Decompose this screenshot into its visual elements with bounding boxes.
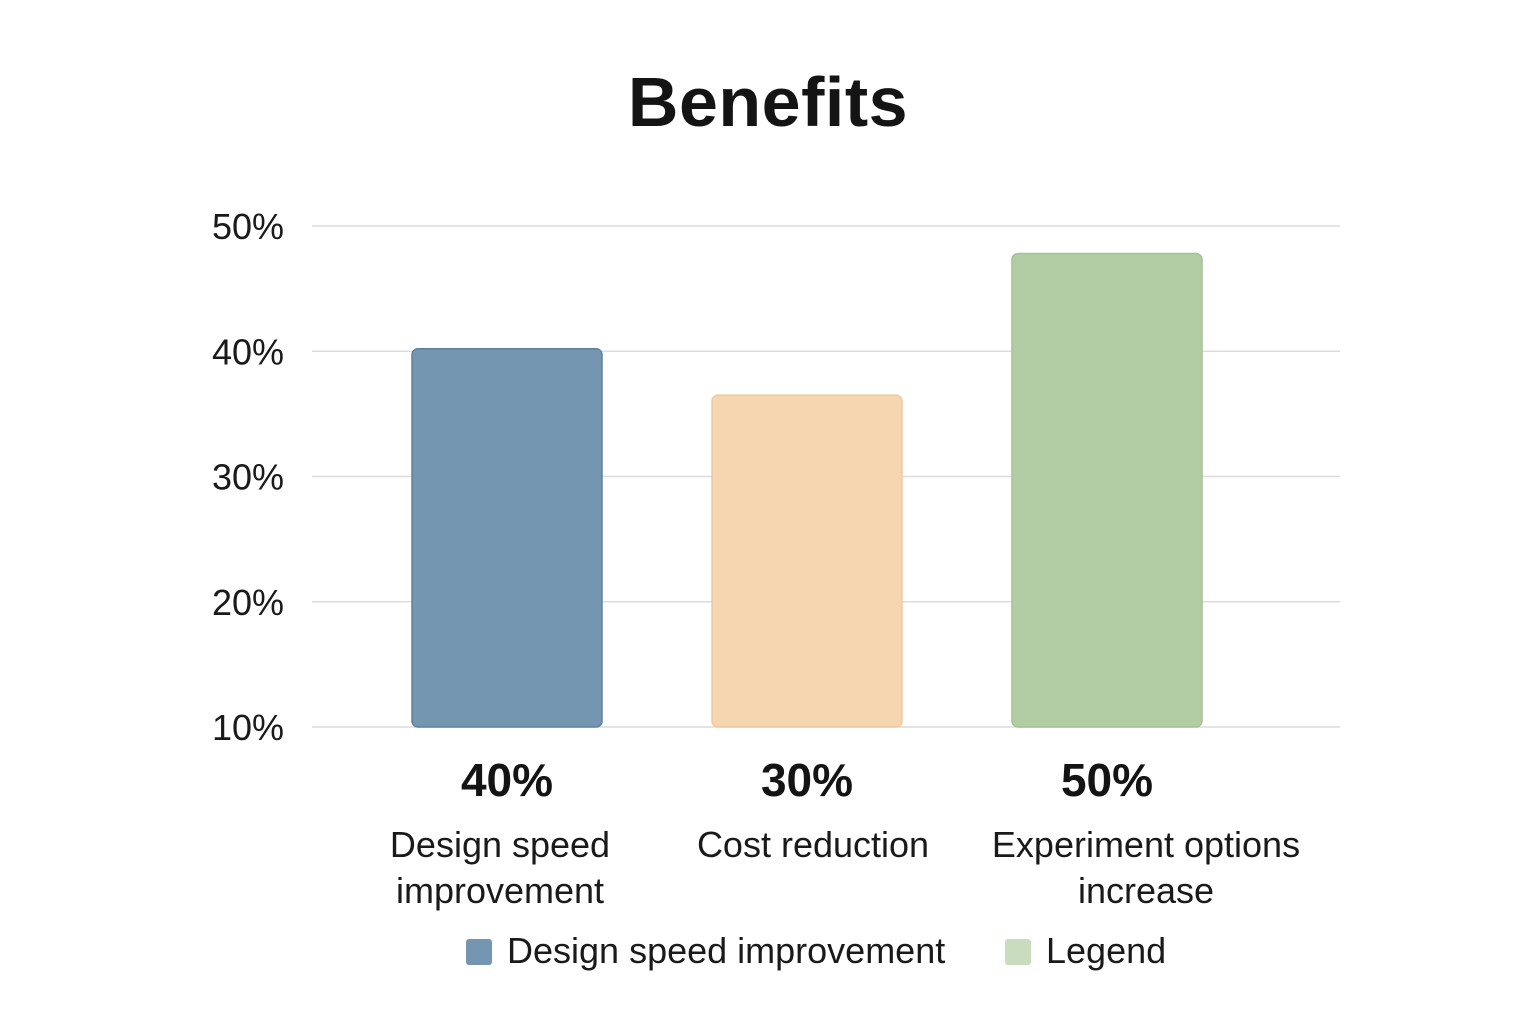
category-label: Design speed <box>390 824 610 865</box>
bar-value-label: 40% <box>461 754 553 806</box>
bars <box>411 252 1203 728</box>
category-label: improvement <box>396 870 604 911</box>
y-tick-label: 30% <box>212 457 284 498</box>
y-tick-label: 50% <box>212 206 284 247</box>
bar-value-label: 50% <box>1061 754 1153 806</box>
bar <box>1011 252 1203 728</box>
legend-swatch <box>466 939 492 965</box>
legend-label: Legend <box>1046 930 1166 971</box>
y-tick-label: 20% <box>212 582 284 623</box>
bar <box>411 347 603 728</box>
legend-swatch <box>1005 939 1031 965</box>
bar <box>711 394 903 728</box>
category-labels: Design speed improvement Cost reduction Exp… <box>390 824 1300 911</box>
bar-value-label: 30% <box>761 754 853 806</box>
category-label: Experiment options <box>992 824 1300 865</box>
chart-title: Benefits <box>627 63 909 141</box>
category-label: Cost reduction <box>697 824 929 865</box>
y-tick-label: 10% <box>212 707 284 748</box>
legend: Design speed improvement Legend <box>466 930 1166 971</box>
category-label: increase <box>1078 870 1214 911</box>
value-labels: 40% 30% 50% <box>461 754 1153 806</box>
y-axis-tick-labels: 10% 20% 30% 40% 50% <box>212 206 284 748</box>
legend-label: Design speed improvement <box>507 930 945 971</box>
y-tick-label: 40% <box>212 331 284 372</box>
